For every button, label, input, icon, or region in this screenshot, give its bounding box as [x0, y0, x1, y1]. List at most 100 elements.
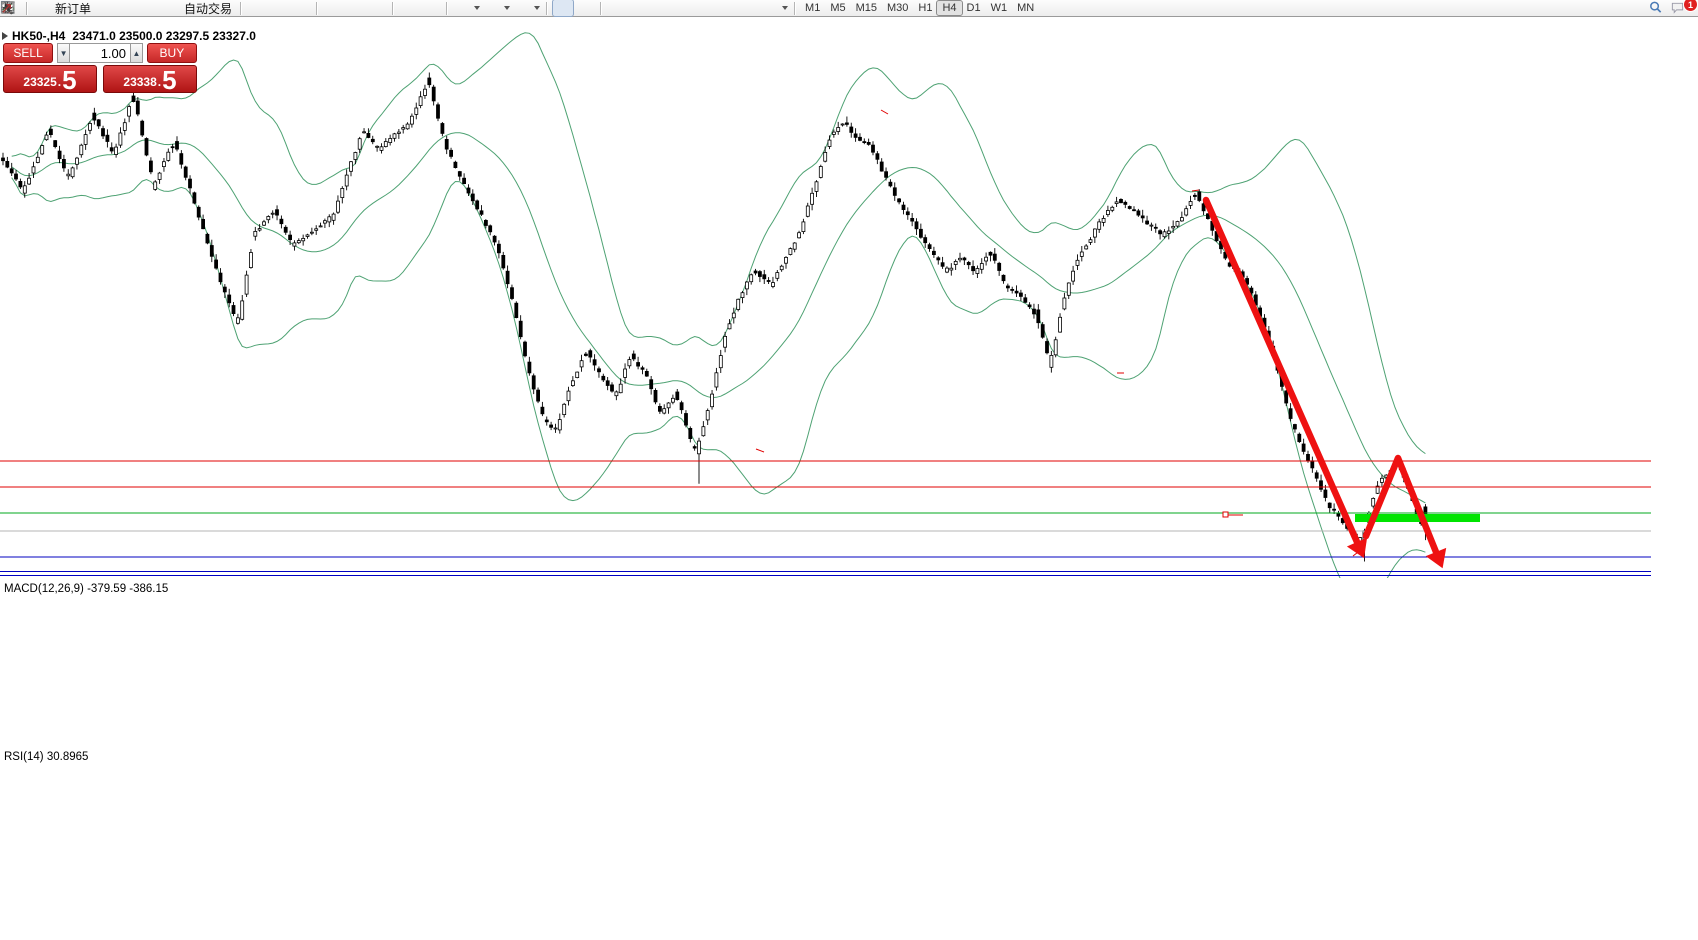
candle-body	[684, 413, 688, 426]
candle-body	[1, 157, 5, 162]
timeframe-button-h1[interactable]: H1	[918, 2, 933, 14]
timeframe-button-d1[interactable]: D1	[966, 2, 981, 14]
candle-body	[579, 360, 584, 368]
candle-body	[688, 427, 693, 439]
timeframe-button-m15[interactable]: M15	[855, 2, 877, 14]
candle-body	[727, 323, 732, 330]
candle-body	[1119, 198, 1123, 204]
volume-decrease-button[interactable]: ▼	[57, 43, 70, 63]
candle-body	[1006, 285, 1010, 289]
candle-body	[127, 106, 131, 117]
shapes-icon[interactable]	[2, 0, 781, 16]
candle-body	[697, 440, 701, 455]
candle-body	[1040, 324, 1045, 338]
candle-body	[1149, 224, 1154, 227]
candle-body	[175, 141, 179, 150]
candle-body	[1084, 245, 1089, 250]
candle-body	[1101, 217, 1106, 223]
candle-body	[1293, 424, 1297, 430]
timeframe-button-m5[interactable]: M5	[830, 2, 846, 14]
candle-body	[784, 256, 788, 264]
candle-body	[1245, 278, 1249, 285]
candle-body	[1145, 220, 1149, 225]
candle-body	[62, 158, 66, 169]
timeframe-button-w1[interactable]: W1	[990, 2, 1008, 14]
candle-body	[1153, 226, 1158, 229]
buy-button[interactable]: BUY	[146, 43, 197, 63]
volume-input[interactable]	[70, 43, 130, 63]
new-order-label[interactable]: 新订单	[55, 1, 92, 16]
candle-body	[188, 178, 192, 189]
candle-body	[423, 88, 427, 96]
candle-body	[66, 173, 71, 177]
buy-price-panel[interactable]: 23338. 5	[103, 65, 197, 93]
candle-body	[18, 180, 23, 188]
rsi-name: RSI(14)	[4, 751, 44, 763]
timeframe-button-h4[interactable]: H4	[936, 0, 963, 16]
toolbar-separator	[316, 1, 319, 15]
one-click-collapse-icon[interactable]	[2, 32, 8, 40]
trend-arrow-object[interactable]	[1202, 196, 1361, 546]
buy-price-frac: 5	[162, 65, 177, 95]
candle-body	[1058, 316, 1062, 333]
dropdown-caret-icon[interactable]	[782, 6, 789, 10]
candle-body	[705, 410, 710, 421]
candle-body	[801, 221, 806, 232]
toolbar-separator	[26, 1, 28, 15]
candle-body	[1114, 201, 1119, 204]
candle-body	[379, 146, 384, 151]
candle-body	[766, 280, 771, 282]
timeframe-button-m1[interactable]: M1	[805, 2, 821, 14]
candle-body	[183, 166, 188, 178]
dropdown-caret-icon[interactable]	[504, 6, 511, 10]
volume-increase-button[interactable]: ▲	[130, 43, 143, 63]
candle-body	[101, 128, 105, 137]
text-icon[interactable]: A	[3, 0, 737, 16]
candle-body	[949, 267, 954, 271]
candle-body	[618, 383, 623, 394]
dropdown-caret-icon[interactable]	[474, 6, 481, 10]
candle-body	[779, 265, 784, 271]
trend-arrow-object[interactable]	[1362, 454, 1440, 556]
candle-body	[9, 168, 14, 174]
candle-body	[462, 177, 467, 184]
sell-button[interactable]: SELL	[3, 43, 54, 63]
candle-body	[901, 204, 906, 211]
candle-body	[758, 271, 762, 277]
candle-body	[745, 281, 749, 290]
candle-body	[610, 384, 614, 392]
rsi-value: 30.8965	[46, 751, 89, 763]
candle-body	[571, 380, 575, 386]
candle-body	[275, 209, 279, 216]
candle-body	[710, 393, 714, 408]
candle-body	[22, 185, 27, 194]
candle-body	[1027, 304, 1032, 308]
candle-body	[1062, 297, 1067, 310]
candle-body	[362, 131, 367, 134]
autotrade-label[interactable]: 自动交易	[184, 1, 233, 16]
candle-body	[562, 403, 567, 415]
candle-body	[788, 248, 793, 255]
dropdown-caret-icon[interactable]	[534, 6, 541, 10]
candle-body	[1093, 228, 1097, 238]
candle-body	[527, 361, 532, 374]
candle-body	[279, 218, 284, 225]
timeframe-button-mn[interactable]: MN	[1017, 2, 1035, 14]
search-icon[interactable]	[1649, 0, 1669, 16]
rsi-indicator-label: RSI(14) 30.8965	[4, 751, 88, 763]
thick-green-level-object[interactable]	[1355, 514, 1480, 522]
candle-body	[409, 115, 414, 125]
candle-body	[823, 151, 828, 162]
candle-body	[253, 230, 258, 237]
candle-body	[1158, 230, 1162, 235]
main-chart-panel[interactable]	[0, 32, 1651, 609]
label-connector	[1191, 189, 1200, 192]
candle-body	[1249, 287, 1254, 294]
candle-body	[148, 160, 153, 173]
candle-body	[979, 263, 984, 270]
candle-body	[605, 380, 610, 386]
sell-price-panel[interactable]: 23325. 5	[3, 65, 97, 93]
chat-icon[interactable]	[1671, 0, 1691, 16]
timeframe-button-m30[interactable]: M30	[887, 2, 909, 14]
